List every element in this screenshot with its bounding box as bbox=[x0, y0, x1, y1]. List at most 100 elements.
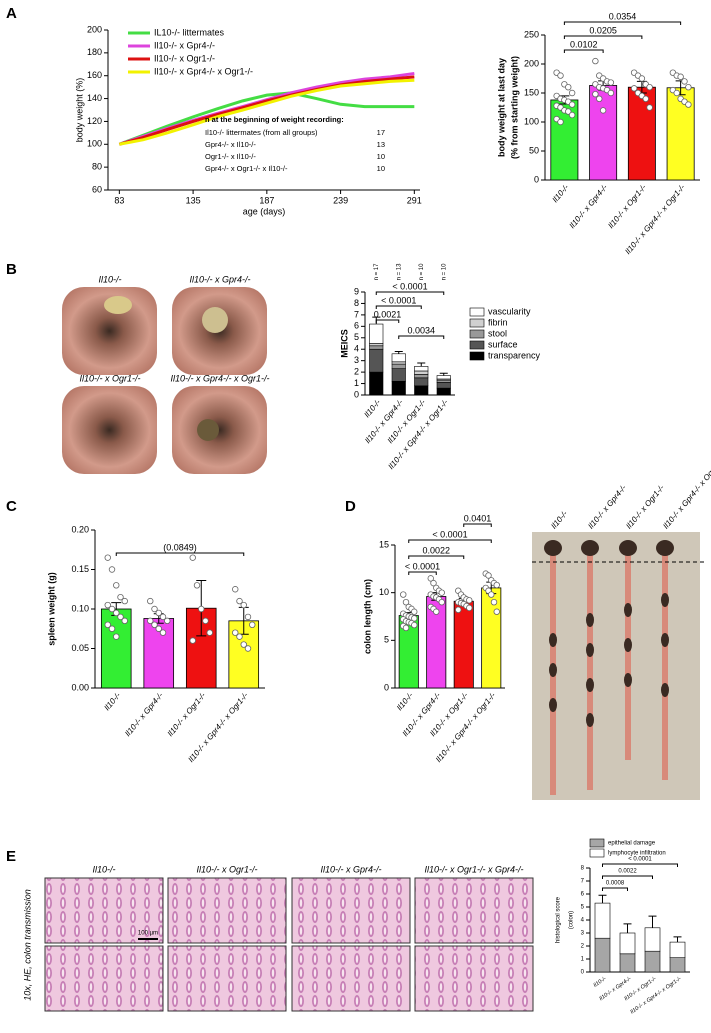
data-point bbox=[240, 641, 247, 648]
data-point bbox=[147, 597, 154, 605]
data-point bbox=[411, 621, 418, 629]
table-title: n at the beginning of weight recording: bbox=[205, 115, 344, 124]
data-point bbox=[466, 604, 473, 612]
data-point bbox=[607, 89, 615, 97]
data-point bbox=[249, 621, 256, 628]
y-axis-label: (% from starting weight) bbox=[509, 56, 519, 159]
line-series bbox=[118, 75, 415, 146]
data-point bbox=[244, 613, 252, 621]
data-point bbox=[630, 85, 638, 92]
bar-segment bbox=[369, 345, 384, 350]
significance-label: 0.0021 bbox=[374, 309, 402, 319]
endoscopy-image bbox=[62, 386, 157, 474]
y-tick-label: 120 bbox=[87, 116, 102, 126]
table-cell: 10 bbox=[377, 164, 385, 173]
bar-segment bbox=[414, 370, 429, 375]
y-axis-label: spleen weight (g) bbox=[46, 572, 56, 646]
y-tick-label: 15 bbox=[379, 539, 389, 549]
significance-bracket bbox=[602, 863, 678, 867]
x-tick-label: Il10-/- bbox=[102, 691, 122, 713]
bar-segment bbox=[391, 353, 406, 363]
y-axis-label: (colon) bbox=[569, 911, 575, 929]
data-point bbox=[677, 73, 684, 80]
table-cell: Gpr4-/- x Il10-/- bbox=[205, 140, 256, 149]
significance-label: 0.0401 bbox=[464, 513, 492, 523]
y-axis-label: MEICS bbox=[339, 329, 349, 358]
legend-label: stool bbox=[488, 328, 507, 338]
y-tick-label: 200 bbox=[524, 58, 539, 68]
error-bar bbox=[623, 923, 632, 933]
y-tick-label: 100 bbox=[87, 139, 102, 149]
bar-segment bbox=[414, 366, 429, 372]
image-label: Il10-/- x Gpr4-/- bbox=[320, 864, 381, 874]
x-tick-label: 135 bbox=[186, 195, 201, 205]
significance-bracket bbox=[563, 21, 682, 25]
legend-label: surface bbox=[488, 339, 518, 349]
y-tick-label: 200 bbox=[87, 24, 102, 34]
data-point bbox=[155, 625, 162, 632]
y-tick-label: 7 bbox=[581, 879, 585, 885]
data-point bbox=[455, 606, 462, 614]
y-tick-label: 1 bbox=[354, 378, 359, 388]
histology-image bbox=[291, 877, 411, 944]
data-point bbox=[565, 108, 572, 115]
bar-segment bbox=[414, 385, 429, 396]
table-cell: Gpr4-/- x Ogr1-/- x Il10-/- bbox=[205, 164, 288, 173]
y-tick-label: 100 bbox=[524, 116, 539, 126]
x-axis-label: age (days) bbox=[243, 206, 286, 216]
error-bar bbox=[417, 362, 426, 367]
significance-label: 0.0008 bbox=[606, 881, 625, 887]
data-point bbox=[147, 617, 154, 625]
endoscopy-images: Il10-/- Il10-/- x Gpr4-/- Il10-/- x Ogr1… bbox=[62, 274, 270, 474]
data-point bbox=[411, 608, 418, 615]
image-label: Il10-/- x Gpr4-/- bbox=[189, 274, 250, 284]
y-tick-label: 50 bbox=[529, 145, 539, 155]
bar-segment bbox=[669, 957, 686, 973]
n-label: n = 13 bbox=[396, 263, 402, 281]
error-bar bbox=[394, 351, 403, 354]
n-label: n = 17 bbox=[374, 263, 380, 281]
data-point bbox=[244, 645, 252, 652]
panel-letter: E bbox=[6, 848, 16, 865]
y-tick-label: 180 bbox=[87, 47, 102, 57]
bar-segment bbox=[391, 368, 406, 382]
y-tick-label: 6 bbox=[581, 892, 585, 898]
significance-label: < 0.0001 bbox=[405, 561, 440, 571]
data-point bbox=[232, 629, 239, 636]
histology-image bbox=[167, 877, 287, 944]
y-axis-label: body weight at last day bbox=[496, 58, 506, 157]
image-label: Il10-/- bbox=[92, 864, 115, 874]
bar-segment bbox=[369, 348, 384, 373]
data-point bbox=[402, 599, 410, 606]
data-point bbox=[490, 599, 498, 606]
significance-label: 0.0205 bbox=[589, 25, 617, 35]
data-point bbox=[113, 633, 120, 640]
y-axis-label: body weight (%) bbox=[74, 78, 84, 143]
table-cell: 13 bbox=[377, 140, 385, 149]
legend-swatch bbox=[469, 340, 485, 350]
scale-bar-label: 100 µm bbox=[138, 931, 158, 937]
photo-background bbox=[532, 532, 700, 800]
data-point bbox=[493, 581, 500, 589]
data-point bbox=[673, 89, 680, 97]
data-point bbox=[108, 625, 116, 632]
legend-label: IL10-/- littermates bbox=[154, 27, 225, 37]
image-label: Il10-/- bbox=[549, 509, 569, 531]
data-point bbox=[155, 609, 162, 617]
significance-label: < 0.0001 bbox=[432, 529, 467, 539]
y-tick-label: 8 bbox=[581, 866, 585, 872]
image-label: Il10-/- x Gpr4-/- bbox=[586, 483, 628, 531]
legend-label: vascularity bbox=[488, 306, 531, 316]
y-tick-label: 0.10 bbox=[71, 603, 89, 613]
legend-swatch bbox=[469, 329, 485, 339]
data-point bbox=[430, 579, 437, 587]
data-point bbox=[202, 617, 209, 625]
data-point bbox=[159, 629, 167, 636]
data-point bbox=[557, 72, 564, 79]
y-axis-label: histological score bbox=[556, 896, 562, 943]
legend-label: transparency bbox=[488, 350, 541, 360]
bar-segment bbox=[436, 379, 451, 383]
significance-label: 0.0022 bbox=[618, 869, 637, 875]
table-cell: Il10-/- littermates (from all groups) bbox=[205, 128, 318, 137]
